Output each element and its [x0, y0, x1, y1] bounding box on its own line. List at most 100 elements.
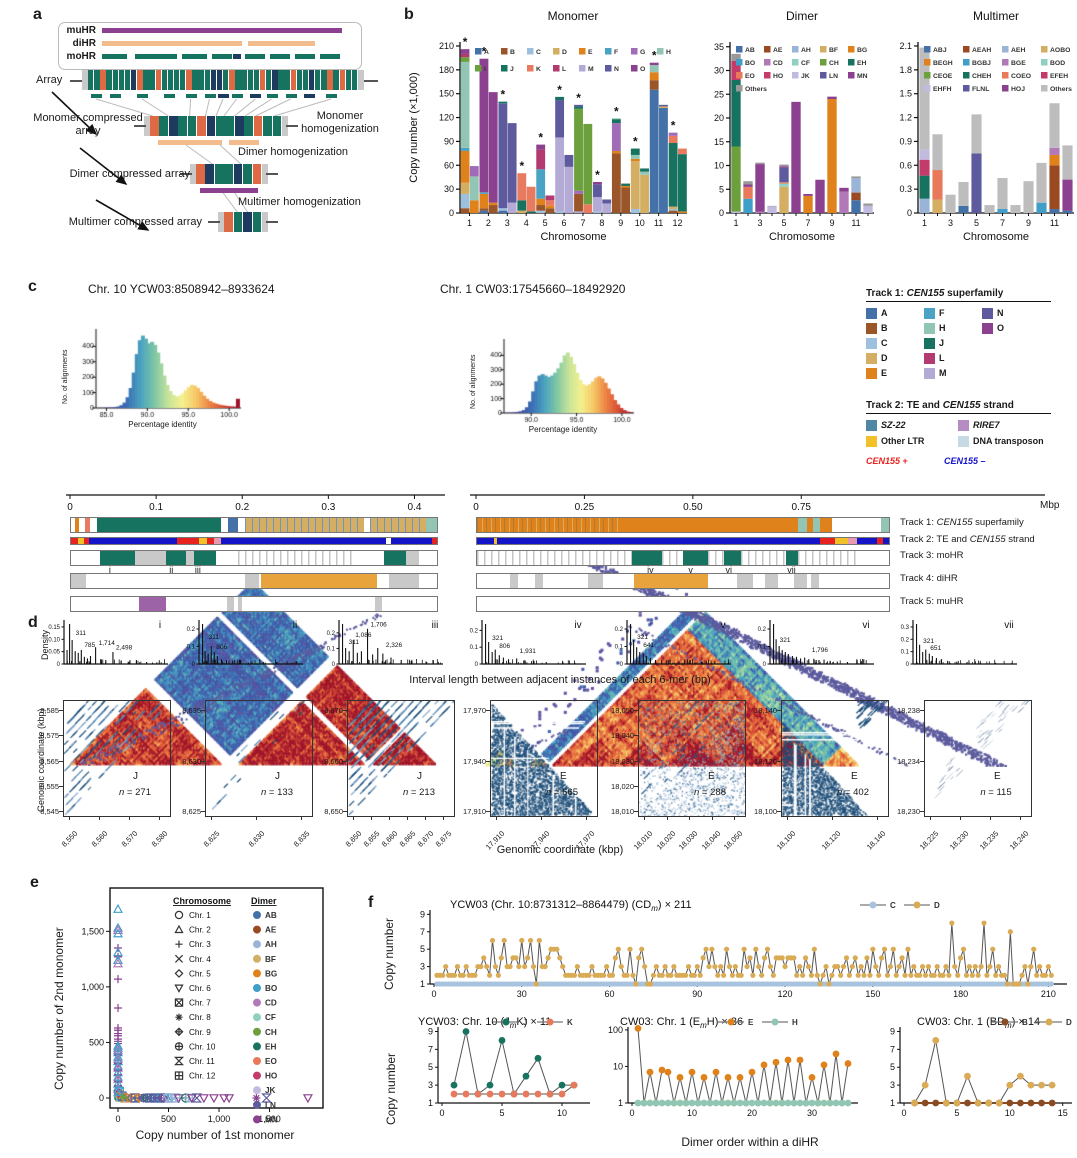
track4-left	[70, 573, 438, 589]
svg-text:Chr. 1: Chr. 1	[189, 911, 211, 920]
homolog-tick	[250, 94, 262, 98]
dotplot-ytick: 17,940	[463, 756, 486, 766]
svg-text:EO: EO	[745, 73, 755, 80]
line	[266, 173, 278, 175]
svg-text:A: A	[484, 49, 489, 56]
tick-mark	[711, 816, 713, 820]
dotplot-n: n = 133	[261, 787, 293, 798]
dp2	[205, 700, 313, 817]
svg-text:9: 9	[1026, 218, 1031, 228]
svg-text:90: 90	[692, 989, 702, 999]
svg-text:Others: Others	[1050, 86, 1072, 93]
svg-text:BEGH: BEGH	[933, 60, 953, 67]
multimer-homogenization-label: Multimer homogenization	[238, 196, 361, 208]
dotplot-n: n = 402	[837, 787, 869, 798]
svg-text:*: *	[519, 159, 524, 173]
svg-text:0.1: 0.1	[758, 645, 767, 651]
track-segment	[199, 538, 208, 544]
array-cell	[159, 116, 169, 136]
svg-text:1: 1	[420, 979, 425, 989]
svg-text:EH: EH	[265, 1042, 276, 1051]
dotplot-ytick: 18,030	[611, 756, 634, 766]
track-segment	[237, 597, 243, 611]
svg-text:10: 10	[635, 218, 645, 228]
svg-text:0.1: 0.1	[901, 650, 910, 656]
svg-text:5: 5	[890, 1062, 895, 1072]
svg-text:210: 210	[439, 41, 454, 51]
svg-text:Chromosome: Chromosome	[769, 231, 835, 243]
f_b1: 1 3 5 7 9 0 5 10 YCW03: Chr. 10 (JmK) × 11J K	[418, 1016, 590, 1118]
svg-text:CF: CF	[265, 1013, 276, 1022]
array-cell	[345, 70, 352, 90]
svg-text:0.25: 0.25	[575, 502, 595, 513]
track-segment	[221, 538, 386, 544]
svg-text:*: *	[671, 119, 676, 133]
tick-mark	[59, 710, 63, 711]
svg-text:YCW03: Chr. 10 (JmK) × 11: YCW03: Chr. 10 (JmK) × 11	[418, 1016, 551, 1030]
track-segment	[798, 551, 861, 565]
array-cell	[196, 164, 205, 184]
svg-text:25: 25	[714, 89, 724, 99]
roman-numeral: iv	[647, 565, 654, 575]
svg-text:Chr. 6: Chr. 6	[189, 984, 211, 993]
array-cap	[262, 212, 268, 232]
svg-text:1,500: 1,500	[258, 1114, 281, 1124]
svg-text:60: 60	[605, 989, 615, 999]
track-segment	[426, 518, 437, 532]
track-segment	[631, 551, 663, 565]
track-segment	[389, 574, 419, 588]
panel-b-charts: Monomer 0 30 60 90 120 150 180 210 Copy number (×…	[400, 0, 1077, 270]
svg-text:0: 0	[907, 208, 912, 218]
mohr-seg	[244, 54, 265, 59]
strand-minus-label: CEN155 –	[944, 456, 986, 466]
track-segment	[819, 538, 835, 544]
track4-right	[476, 573, 890, 589]
dotplot-n: n = 213	[403, 787, 435, 798]
dp7	[924, 700, 1032, 817]
f-xlabel: Dimer order within a diHR	[681, 1135, 819, 1149]
legend-swatch	[924, 323, 935, 334]
svg-text:6: 6	[562, 218, 567, 228]
homolog-tick	[304, 94, 316, 98]
svg-text:500: 500	[89, 1037, 104, 1047]
array-cell	[118, 70, 125, 90]
array-cell	[327, 70, 333, 90]
svg-text:11: 11	[1050, 218, 1059, 228]
track-segment	[369, 518, 426, 532]
dotplot-ytick: 18,238	[897, 706, 920, 715]
roman-numeral: iii	[194, 565, 201, 575]
svg-text:BF: BF	[265, 955, 276, 964]
track-segment	[237, 518, 245, 532]
dotplot-xtick: 8,630	[246, 829, 267, 849]
legend-swatch	[866, 338, 877, 349]
dotplot-ytick: 8,565	[40, 756, 59, 766]
array-cell	[308, 70, 315, 90]
dotplot-letter: J	[275, 771, 280, 782]
array-cell	[243, 212, 252, 232]
homolog-tick	[91, 94, 103, 98]
tick-mark	[201, 760, 205, 762]
svg-text:D: D	[934, 901, 940, 910]
array-cell	[241, 70, 247, 90]
svg-text:10: 10	[1005, 1108, 1015, 1118]
svg-text:C: C	[890, 901, 896, 910]
legend-entry: D	[881, 353, 888, 363]
array-cell	[272, 70, 278, 90]
svg-text:BO: BO	[745, 60, 755, 67]
svg-text:210: 210	[1041, 989, 1056, 999]
track-segment	[494, 538, 497, 544]
svg-text:Monomer: Monomer	[548, 9, 599, 23]
svg-text:0: 0	[449, 208, 454, 218]
legend-entry: C	[881, 338, 888, 348]
svg-text:2,326: 2,326	[386, 642, 403, 649]
svg-text:Chr. 3: Chr. 3	[189, 940, 211, 949]
svg-text:Multimer: Multimer	[973, 9, 1019, 23]
track-segment	[71, 538, 79, 544]
svg-text:0.2: 0.2	[235, 502, 249, 513]
track-segment	[138, 597, 167, 611]
mohr-seg	[212, 54, 232, 59]
dotplot-ytick: 8,630	[182, 756, 201, 766]
homolog-tick	[231, 94, 243, 98]
array-cell	[112, 70, 118, 90]
